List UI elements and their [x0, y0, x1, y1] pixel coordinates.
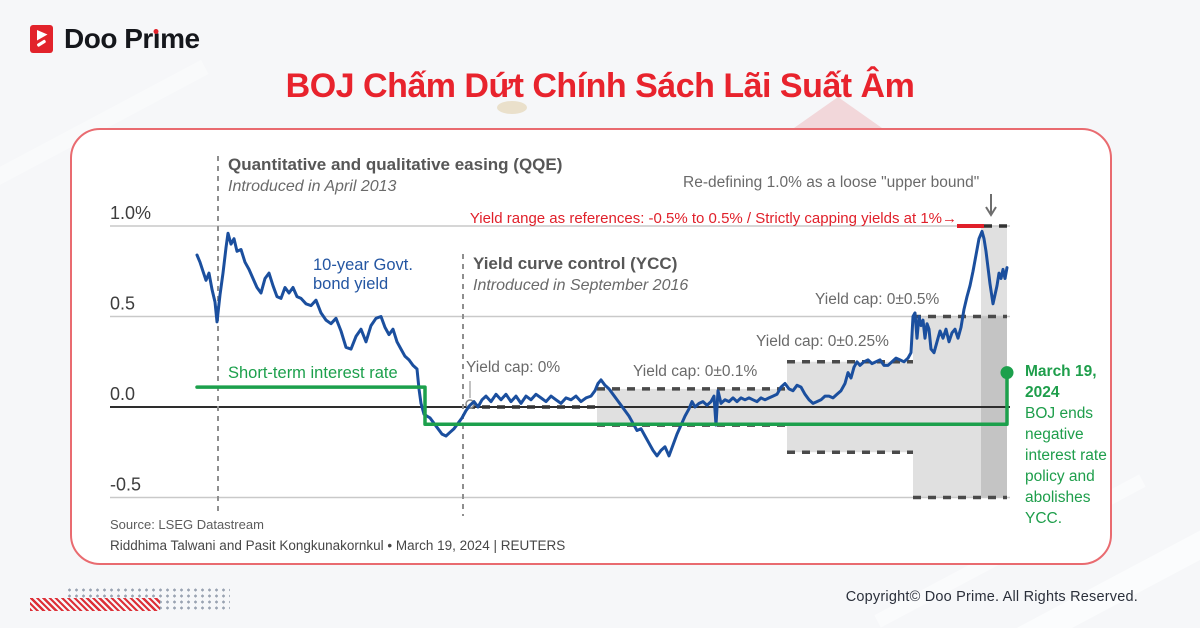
chart-byline: Riddhima Talwani and Pasit Kongkunakornk… — [110, 538, 566, 553]
chart-card — [70, 128, 1112, 565]
chart-source: Source: LSEG Datastream — [110, 517, 264, 532]
copyright-text: Copyright© Doo Prime. All Rights Reserve… — [845, 589, 1138, 605]
qqe-annotation: Quantitative and qualitative easing (QQE… — [228, 155, 562, 196]
ycc-subtitle: Introduced in September 2016 — [473, 277, 689, 294]
march-2024-date: March 19, 2024 — [1025, 363, 1097, 401]
doo-prime-logo-text: Doo Prıme — [64, 23, 200, 54]
yield-range-annotation: Yield range as references: -0.5% to 0.5%… — [469, 210, 957, 227]
ycc-annotation: Yield curve control (YCC) Introduced in … — [473, 254, 688, 295]
decorative-blob — [497, 101, 527, 114]
march-2024-annotation: March 19, 2024 BOJ ends negative interes… — [1025, 361, 1119, 529]
march-2024-text: BOJ ends negative interest rate policy a… — [1025, 405, 1107, 527]
decorative-stripe-bar — [30, 598, 160, 611]
bond-yield-series-label: 10-year Govt. bond yield — [313, 256, 413, 293]
ycc-title: Yield curve control (YCC) — [473, 254, 678, 273]
yield-cap-01-label: Yield cap: 0±0.1% — [633, 363, 758, 380]
upper-bound-annotation: Re-defining 1.0% as a loose "upper bound… — [683, 174, 980, 191]
qqe-subtitle: Introduced in April 2013 — [228, 178, 397, 195]
short-term-rate-series-label: Short-term interest rate — [228, 364, 398, 382]
doo-prime-logo-icon — [30, 25, 53, 53]
page-title: BOJ Chấm Dứt Chính Sách Lãi Suất Âm — [285, 67, 915, 105]
decorative-triangle — [794, 97, 882, 128]
yield-cap-0-label: Yield cap: 0% — [466, 359, 561, 376]
yield-cap-025-label: Yield cap: 0±0.25% — [756, 333, 889, 350]
logo-i-dot: ı — [152, 23, 161, 54]
doo-prime-logo: Doo Prıme — [30, 25, 200, 53]
qqe-title: Quantitative and qualitative easing (QQE… — [228, 155, 563, 174]
yield-cap-05-label: Yield cap: 0±0.5% — [815, 291, 940, 308]
